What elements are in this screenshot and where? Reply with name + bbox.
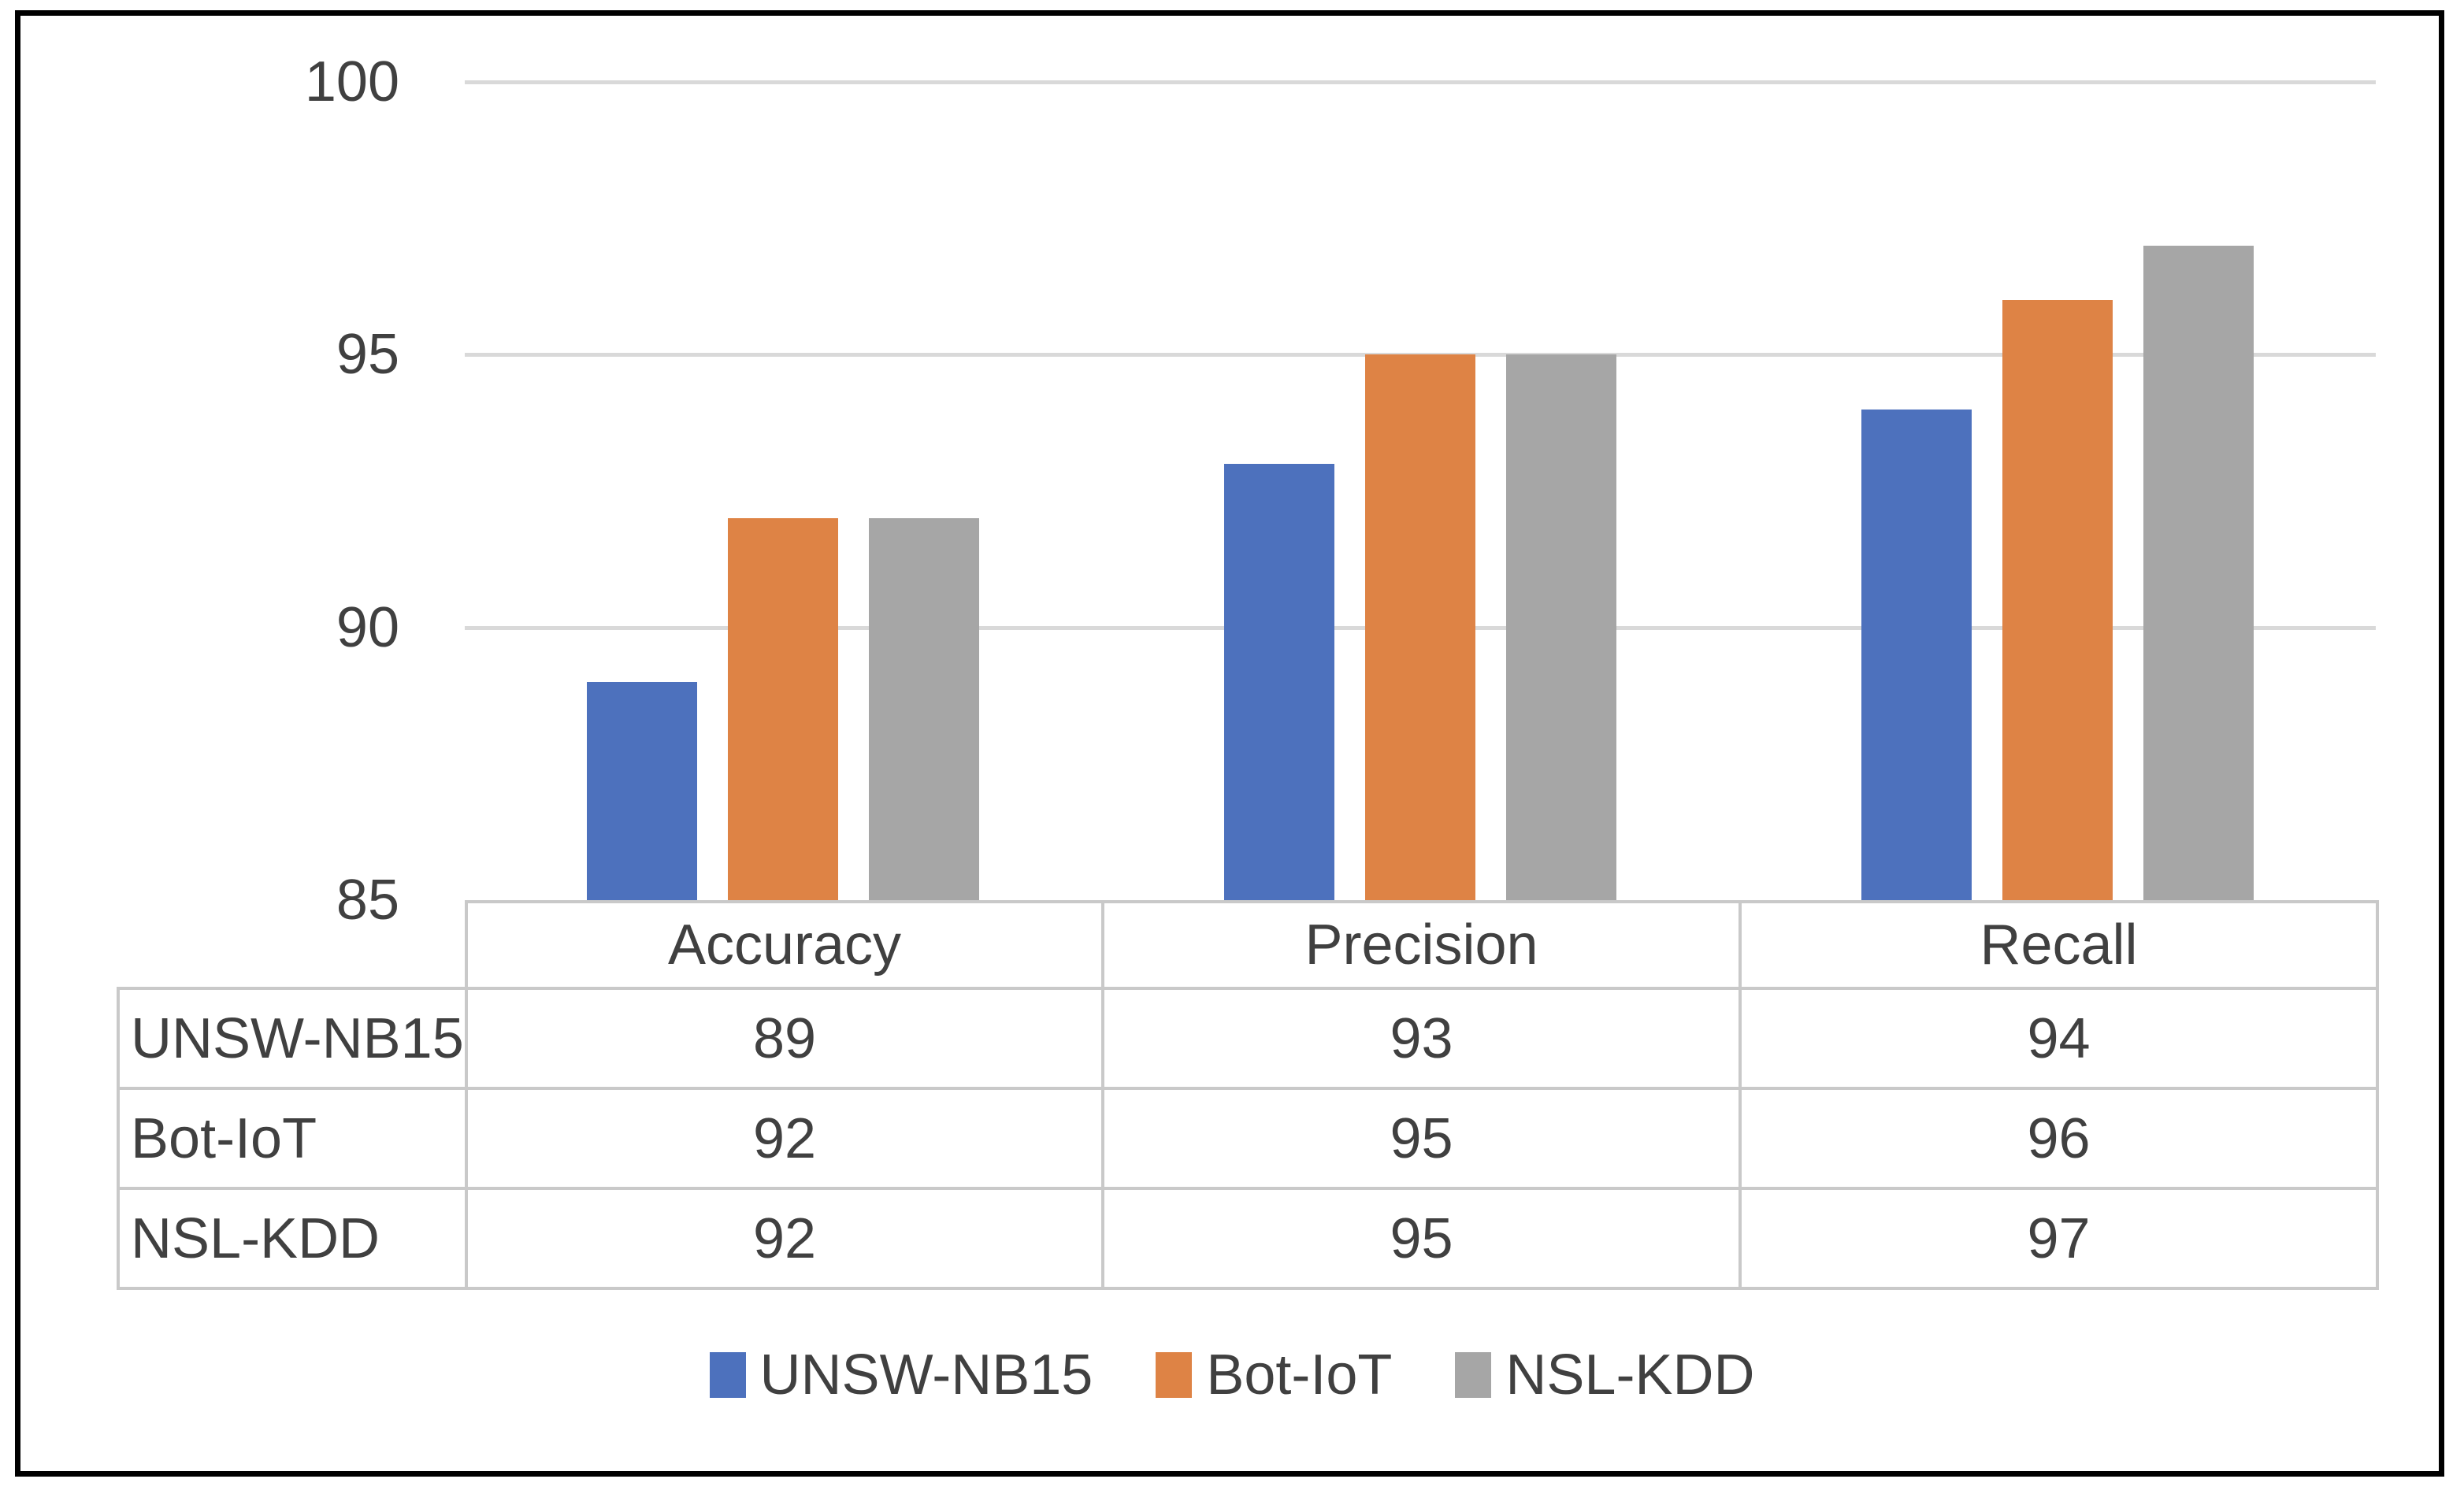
cell-bot-accuracy: 92 (465, 1087, 1104, 1190)
cell-bot-precision: 95 (1101, 1087, 1742, 1190)
bar-Bot-IoT-Recall (2002, 300, 2113, 900)
cell-nsl-recall: 97 (1739, 1187, 2379, 1290)
cell-bot-recall: 96 (1739, 1087, 2379, 1190)
table-row-bot-iot: Bot-IoT 92 95 96 (117, 1087, 2379, 1190)
column-header-accuracy: Accuracy (465, 900, 1104, 990)
y-axis-tick-label-100: 100 (304, 50, 399, 113)
table-header-row: Accuracy Precision Recall (118, 900, 2379, 990)
bar-Bot-IoT-Accuracy (728, 518, 839, 900)
bar-NSL-KDD-Accuracy (869, 518, 980, 900)
row-label-nsl-kdd: NSL-KDD (117, 1187, 468, 1290)
bar-UNSW-NB15-Recall (1861, 410, 1972, 900)
gridline-100 (465, 80, 2376, 84)
y-axis-tick-label-90: 90 (336, 596, 399, 659)
legend-item-nsl-kdd: NSL-KDD (1455, 1343, 1754, 1407)
bar-UNSW-NB15-Accuracy (587, 682, 698, 900)
cell-nsl-precision: 95 (1101, 1187, 1742, 1290)
row-label-bot-iot: Bot-IoT (117, 1087, 468, 1190)
y-axis-tick-label-85: 85 (336, 869, 399, 932)
table-row-nsl-kdd: NSL-KDD 92 95 97 (117, 1187, 2379, 1290)
legend-label-nsl-kdd: NSL-KDD (1505, 1344, 1755, 1407)
y-axis-tick-label-95: 95 (336, 323, 399, 386)
table-row-unsw-nb15: UNSW-NB15 89 93 94 (117, 987, 2379, 1090)
cell-unsw-accuracy: 89 (465, 987, 1104, 1090)
legend-label-bot-iot: Bot-IoT (1206, 1344, 1393, 1407)
bar-NSL-KDD-Recall (2143, 246, 2254, 900)
legend-item-bot-iot: Bot-IoT (1156, 1343, 1392, 1407)
row-label-unsw-nb15: UNSW-NB15 (117, 987, 468, 1090)
data-table: Accuracy Precision Recall UNSW-NB15 89 9… (117, 900, 2379, 1290)
bar-Bot-IoT-Precision (1365, 354, 1475, 900)
legend-swatch-blue-icon (709, 1352, 746, 1398)
column-header-recall: Recall (1739, 900, 2379, 990)
cell-unsw-recall: 94 (1739, 987, 2379, 1090)
chart-legend: UNSW-NB15 Bot-IoT NSL-KDD (0, 1339, 2464, 1411)
bar-UNSW-NB15-Precision (1224, 464, 1334, 900)
plot-area (465, 80, 2376, 900)
column-header-precision: Precision (1101, 900, 1742, 990)
legend-item-unsw-nb15: UNSW-NB15 (709, 1343, 1093, 1407)
bar-NSL-KDD-Precision (1506, 354, 1616, 900)
cell-nsl-accuracy: 92 (465, 1187, 1104, 1290)
table-corner-blank (118, 902, 466, 988)
cell-unsw-precision: 93 (1101, 987, 1742, 1090)
legend-swatch-orange-icon (1156, 1352, 1193, 1398)
legend-swatch-gray-icon (1455, 1352, 1492, 1398)
legend-label-unsw-nb15: UNSW-NB15 (759, 1344, 1093, 1407)
